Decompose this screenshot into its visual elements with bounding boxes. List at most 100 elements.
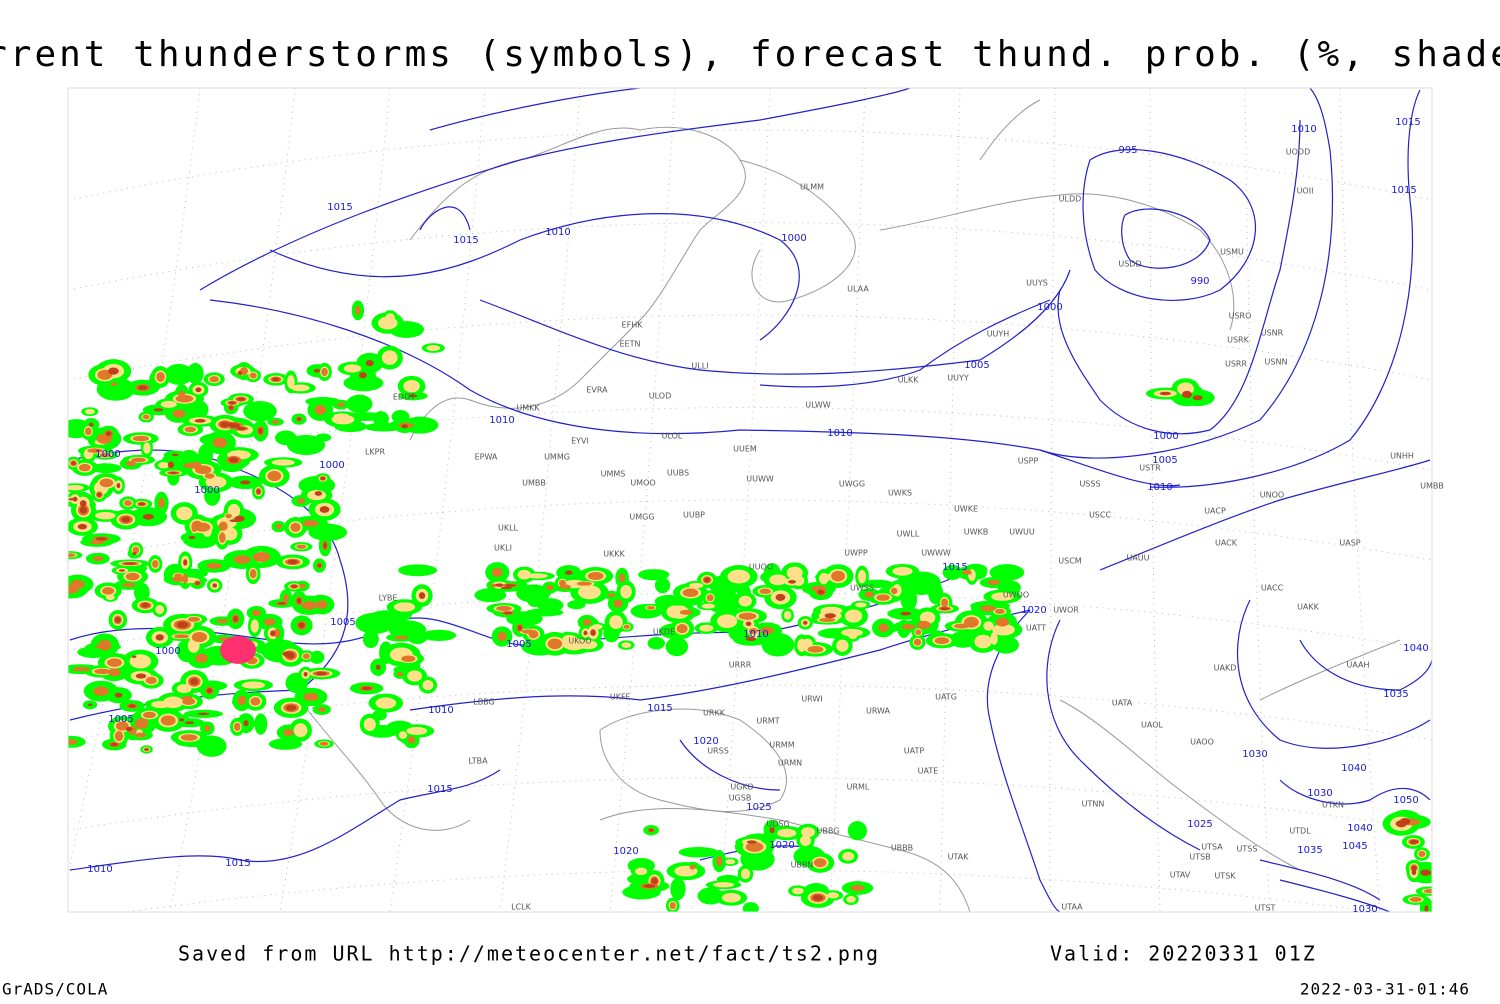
- prob-higher: [745, 636, 757, 642]
- isobar-label: 990: [1190, 276, 1209, 287]
- station-label: UUOO: [749, 563, 773, 572]
- isobar-label: 1015: [1391, 185, 1416, 196]
- station-label: URWI: [801, 695, 822, 704]
- isobar-label: 1010: [1147, 482, 1172, 493]
- prob-high: [296, 544, 307, 549]
- meridian: [1149, 88, 1161, 912]
- prob-high: [115, 721, 129, 731]
- station-label: UKLL: [498, 524, 519, 533]
- meridian: [609, 88, 676, 912]
- prob-higher: [651, 877, 658, 885]
- prob-high: [496, 606, 512, 612]
- prob-mid: [406, 726, 428, 735]
- isobar-label: 1010: [827, 428, 852, 439]
- station-label: USDD: [1118, 260, 1141, 269]
- prob-mid: [725, 859, 736, 865]
- station-label: EYVI: [571, 437, 589, 446]
- prob-higher: [500, 586, 512, 590]
- prob-higher: [803, 620, 808, 625]
- prob-mid: [160, 400, 177, 408]
- valid-time: Valid: 20220331 01Z: [1050, 942, 1317, 966]
- prob-low: [847, 821, 867, 841]
- station-label: UDSG: [766, 820, 789, 829]
- isobar-label: 1010: [743, 629, 768, 640]
- prob-mid: [84, 408, 95, 415]
- prob-mid: [738, 595, 752, 607]
- station-label: UWLL: [897, 530, 920, 539]
- prob-higher: [1411, 865, 1417, 871]
- prob-high: [99, 478, 114, 488]
- title: Current thunderstorms (symbols), forecas…: [0, 34, 1500, 75]
- prob-higher: [590, 629, 596, 636]
- prob-higher: [282, 651, 292, 657]
- isobar-label: 1020: [769, 840, 794, 851]
- prob-higher: [1414, 840, 1419, 844]
- station-label: UKDE: [653, 628, 675, 637]
- station-label: ULOD: [649, 392, 671, 401]
- prob-higher: [188, 535, 196, 540]
- prob-high: [396, 671, 403, 677]
- prob-low: [346, 394, 373, 414]
- prob-mid: [343, 364, 362, 373]
- prob-high: [623, 624, 630, 630]
- prob-mid: [293, 723, 308, 738]
- station-label: USNR: [1261, 329, 1284, 338]
- prob-high: [218, 521, 228, 531]
- prob-higher: [153, 408, 164, 412]
- isobar-label: 1010: [545, 227, 570, 238]
- prob-high: [252, 551, 271, 562]
- prob-low: [670, 877, 686, 901]
- station-label: USRR: [1225, 360, 1247, 369]
- station-label: UACC: [1261, 584, 1284, 593]
- prob-high: [559, 584, 571, 590]
- meridian: [279, 88, 391, 912]
- prob-low: [164, 363, 193, 385]
- prob-higher: [197, 712, 210, 716]
- prob-mid: [250, 619, 259, 633]
- isobar-label: 1030: [1352, 904, 1377, 915]
- prob-high: [94, 668, 111, 675]
- prob-high: [68, 585, 79, 594]
- isobar-label: 1010: [1291, 124, 1316, 135]
- prob-low: [654, 577, 671, 594]
- prob-high: [156, 372, 165, 382]
- station-label: USSS: [1079, 480, 1100, 489]
- prob-higher: [105, 431, 112, 436]
- prob-higher: [155, 634, 164, 641]
- isobar-label: 1035: [1383, 689, 1408, 700]
- prob-mid: [151, 700, 171, 709]
- prob-higher: [287, 559, 298, 565]
- prob-high: [962, 569, 972, 575]
- station-label: UTNN: [1082, 800, 1105, 809]
- prob-high: [249, 569, 257, 579]
- prob-mid: [634, 867, 648, 876]
- prob-mid: [621, 642, 632, 649]
- station-label: EETN: [620, 340, 641, 349]
- prob-higher: [375, 664, 381, 670]
- isobar-label: 1000: [1153, 431, 1178, 442]
- prob-high: [96, 433, 113, 444]
- prob-high: [125, 572, 140, 581]
- prob-higher: [183, 559, 188, 566]
- isobar-label: 1035: [1297, 845, 1322, 856]
- prob-higher: [503, 611, 513, 615]
- station-label: UTSA: [1201, 843, 1223, 852]
- prob-higher: [291, 584, 298, 588]
- prob-mid: [820, 606, 843, 615]
- prob-higher: [79, 500, 87, 508]
- prob-high: [114, 731, 124, 742]
- station-label: URSS: [707, 747, 729, 756]
- station-label: UMOO: [630, 479, 655, 488]
- prob-high: [225, 513, 232, 519]
- prob-high: [234, 722, 241, 731]
- station-label: USCM: [1058, 557, 1082, 566]
- prob-higher: [87, 703, 93, 707]
- station-label: UTAK: [948, 853, 970, 862]
- prob-mid: [241, 681, 266, 689]
- prob-high: [576, 581, 592, 586]
- prob-mid: [422, 680, 434, 691]
- prob-high: [302, 520, 319, 527]
- station-label: UMKK: [516, 404, 540, 413]
- station-label: ULOL: [662, 432, 683, 441]
- isobar-label: 1000: [194, 485, 219, 496]
